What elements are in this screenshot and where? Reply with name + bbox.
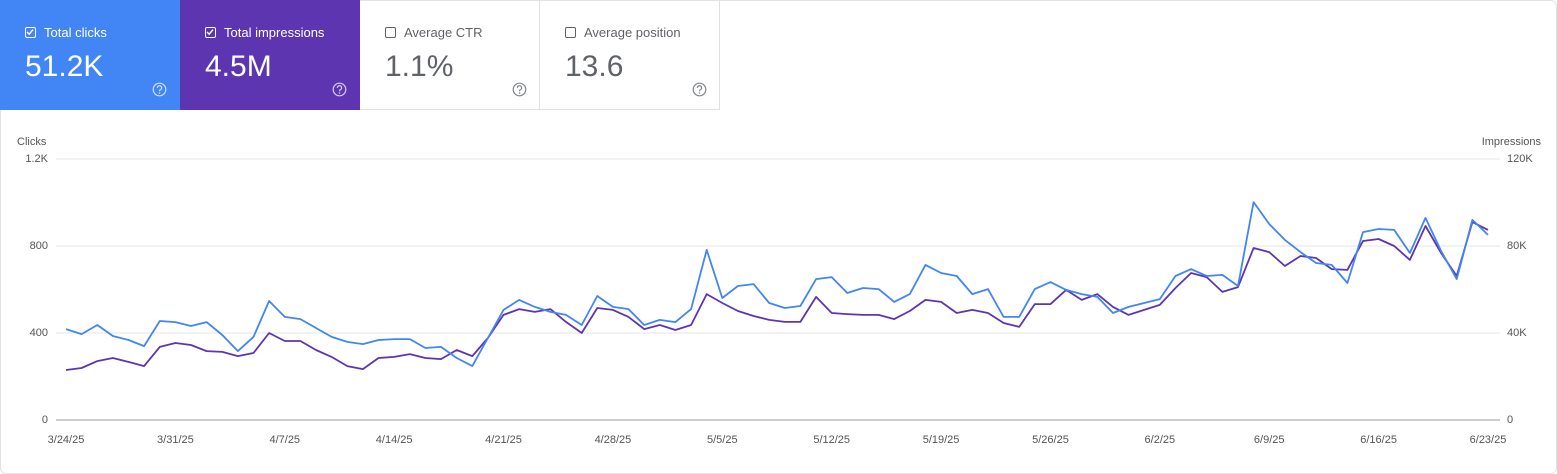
x-tick-label: 6/16/25 (1360, 434, 1397, 446)
help-icon[interactable] (692, 82, 707, 97)
line-series (65, 221, 1489, 371)
x-tick-label: 4/21/25 (485, 434, 522, 446)
x-tick-label: 4/7/25 (269, 434, 300, 446)
y-axis-title: Clicks (17, 136, 47, 148)
line-series (65, 201, 1489, 367)
check-mark (206, 29, 214, 36)
metric-label: Average CTR (404, 25, 483, 40)
x-tick-label: 5/5/25 (707, 434, 738, 446)
y-tick-label: 0 (42, 414, 48, 426)
y2-tick-label: 0 (1507, 414, 1513, 426)
checkbox[interactable] (565, 27, 576, 38)
x-tick-label: 6/23/25 (1470, 434, 1507, 446)
metric-label: Total clicks (44, 25, 107, 40)
metric-label: Total impressions (224, 25, 325, 40)
x-tick-label: 6/9/25 (1254, 434, 1285, 446)
check-mark (26, 29, 34, 36)
y2-axis-title: Impressions (1482, 136, 1542, 148)
checkbox[interactable] (25, 27, 36, 38)
y-tick-label: 1.2K (25, 153, 48, 165)
x-tick-label: 3/24/25 (48, 434, 85, 446)
checkbox[interactable] (205, 27, 216, 38)
help-icon[interactable] (152, 82, 167, 97)
x-tick-label: 6/2/25 (1145, 434, 1176, 446)
x-tick-label: 4/14/25 (376, 434, 413, 446)
metric-label: Average position (584, 25, 681, 40)
y-tick-label: 800 (30, 240, 48, 252)
help-icon[interactable] (332, 82, 347, 97)
metric-card[interactable]: Average position 13.6 (540, 0, 720, 110)
metric-value: 4.5M (205, 50, 272, 83)
x-tick-label: 3/31/25 (157, 434, 194, 446)
metric-card[interactable]: Average CTR 1.1% (360, 0, 540, 110)
metric-value: 51.2K (25, 50, 104, 83)
checkbox[interactable] (385, 27, 396, 38)
y2-tick-label: 120K (1507, 153, 1533, 165)
y2-tick-label: 80K (1507, 240, 1527, 252)
metric-card[interactable]: Total impressions 4.5M (180, 0, 360, 110)
metric-value: 13.6 (565, 50, 624, 83)
x-tick-label: 5/19/25 (923, 434, 960, 446)
metric-value: 1.1% (385, 50, 454, 83)
x-tick-label: 4/28/25 (595, 434, 632, 446)
metric-card[interactable]: Total clicks 51.2K (0, 0, 180, 110)
metric-cards: Total clicks 51.2K Total impressions 4.5M Av… (0, 0, 720, 110)
x-tick-label: 5/26/25 (1032, 434, 1069, 446)
x-tick-label: 5/12/25 (813, 434, 850, 446)
help-icon[interactable] (512, 82, 527, 97)
y2-tick-label: 40K (1507, 327, 1527, 339)
y-tick-label: 400 (30, 327, 48, 339)
